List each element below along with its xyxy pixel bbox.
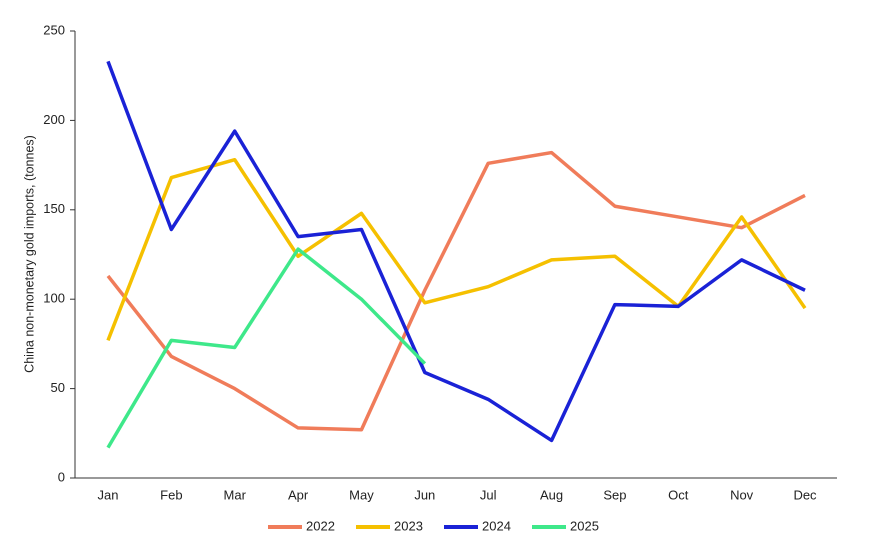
y-tick-label: 0	[58, 469, 65, 484]
x-tick-label: Aug	[540, 487, 563, 502]
line-series	[106, 247, 427, 449]
y-tick-label: 100	[43, 291, 65, 306]
x-tick-label: Jan	[98, 487, 119, 502]
x-tick-label: Sep	[603, 487, 626, 502]
line-series	[106, 150, 806, 432]
x-tick-label: Oct	[668, 487, 689, 502]
x-tick-label: Nov	[730, 487, 754, 502]
x-tick-label: Jul	[480, 487, 497, 502]
legend-label: 2022	[306, 518, 335, 533]
y-tick-label: 150	[43, 201, 65, 216]
legend-label: 2024	[482, 518, 511, 533]
legend-label: 2023	[394, 518, 423, 533]
line-series	[106, 60, 806, 443]
y-tick-label: 200	[43, 112, 65, 127]
x-tick-label: Feb	[160, 487, 182, 502]
legend-label: 2025	[570, 518, 599, 533]
y-tick-label: 250	[43, 22, 65, 37]
x-tick-label: Mar	[224, 487, 247, 502]
x-tick-label: May	[349, 487, 374, 502]
x-tick-label: Dec	[793, 487, 817, 502]
x-tick-label: Apr	[288, 487, 309, 502]
x-tick-label: Jun	[414, 487, 435, 502]
line-series	[106, 157, 807, 341]
y-tick-label: 50	[51, 380, 65, 395]
y-axis-label: China non-monetary gold imports, (tonnes…	[22, 135, 36, 373]
